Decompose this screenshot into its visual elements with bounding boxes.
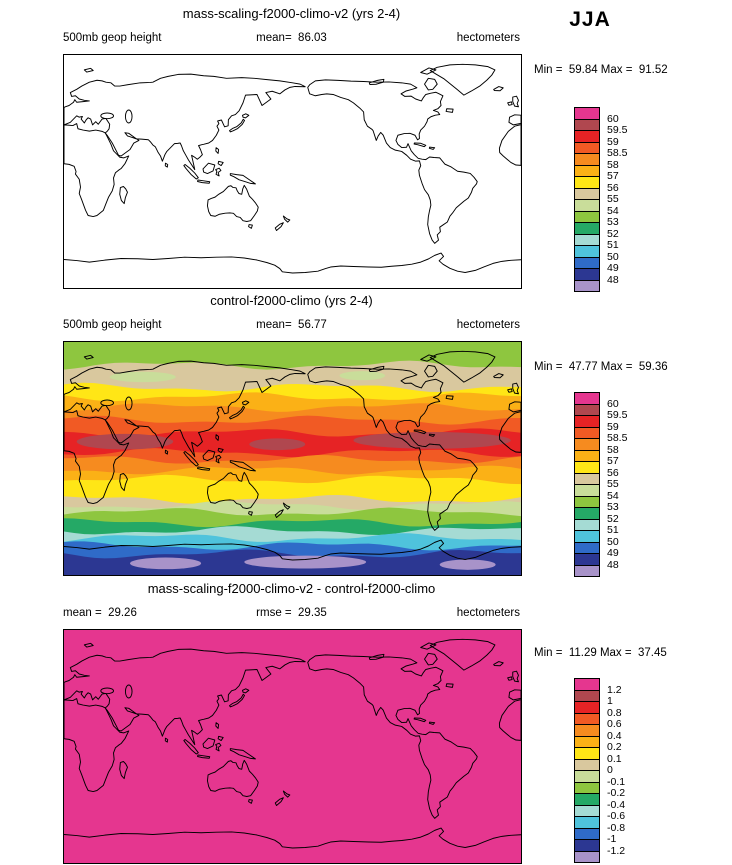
colorbar-tick-label: 56: [607, 466, 619, 479]
panel1-mean-label: mean= 86.03: [256, 32, 327, 44]
season-label: JJA: [569, 8, 611, 31]
colorbar-tick-label: 60: [607, 397, 619, 410]
panel1-field-label: 500mb geop height: [63, 32, 162, 44]
colorbar-box: [574, 564, 600, 577]
panel1-title: mass-scaling-f2000-climo-v2 (yrs 2-4): [182, 6, 401, 21]
contour-fill-layer: [64, 55, 521, 288]
contour-fill-layer: [64, 630, 521, 863]
colorbar-tick-label: 57: [607, 455, 619, 467]
colorbar-tick-label: 56: [607, 181, 619, 194]
colorbar-tick-label: 0.2: [607, 741, 622, 753]
colorbar-tick-label: 0.1: [607, 752, 622, 765]
colorbar-tick-label: -1: [607, 833, 617, 845]
colorbar-tick-label: -0.8: [607, 821, 626, 834]
colorbar-tick-label: 48: [607, 273, 619, 286]
colorbar-tick-label: -0.1: [607, 775, 626, 788]
colorbar-tick-label: 59: [607, 135, 619, 148]
colorbar-tick-label: 52: [607, 227, 619, 240]
colorbar-tick-label: -0.2: [607, 787, 626, 799]
panel3-colorbar: 1.2 1 0.8 0.6 0.4 0.2 0.1 0 -0.1 -0.2 -0.4 -0.6 -0.8…: [574, 678, 664, 864]
colorbar-tick-label: 48: [607, 558, 619, 571]
panel3-units-label: hectometers: [456, 607, 520, 619]
panel2-subheader: 500mb geop height mean= 56.77 hectometer…: [63, 319, 520, 333]
panel3-mean-label: mean = 29.26: [63, 607, 137, 619]
colorbar-tick-label: 51: [607, 524, 619, 536]
colorbar-tick-label: 59.5: [607, 409, 628, 421]
colorbar-tick-label: 0: [607, 764, 613, 776]
contour-blob: [244, 555, 367, 569]
colorbar-tick-label: 50: [607, 250, 619, 263]
panel3-subheader: mean = 29.26 rmse = 29.35 hectometers: [63, 607, 520, 621]
colorbar-tick-label: 49: [607, 262, 619, 274]
colorbar-tick-label: 1.2: [607, 683, 622, 696]
colorbar-tick-label: 59: [607, 420, 619, 433]
colorbar-tick-label: 51: [607, 239, 619, 251]
panel3-minmax-label: Min = 11.29 Max = 37.45: [534, 647, 667, 659]
colorbar-tick-label: -1.2: [607, 844, 626, 857]
colorbar-tick-label: 57: [607, 170, 619, 182]
colorbar-tick-label: 53: [607, 501, 619, 513]
colorbar-tick-label: 0.4: [607, 729, 622, 742]
colorbar-tick-label: 58: [607, 158, 619, 171]
panel2-units-label: hectometers: [456, 319, 520, 331]
colorbar-tick-label: 49: [607, 547, 619, 559]
contour-fill-layer: [64, 342, 521, 575]
colorbar-tick-label: 54: [607, 489, 619, 502]
panel3-map-canvas: [63, 629, 522, 864]
colorbar-box: [574, 279, 600, 292]
colorbar-tick-label: 58.5: [607, 147, 628, 159]
panel1-subheader: 500mb geop height mean= 86.03 hectometer…: [63, 32, 520, 46]
panel1-units-label: hectometers: [456, 32, 520, 44]
colorbar-tick-label: 60: [607, 112, 619, 125]
colorbar-tick-label: -0.4: [607, 798, 626, 811]
colorbar-box: [574, 850, 600, 863]
colorbar-tick-label: 50: [607, 535, 619, 548]
colorbar-tick-label: 0.6: [607, 718, 622, 730]
panel1-map-canvas: [63, 54, 522, 289]
panel2-colorbar: 60 59.5 59 58.5 58 57 56 55 54 53 52 51 50 49 48: [574, 392, 664, 578]
contour-blob: [249, 438, 306, 451]
contour-blob: [439, 559, 496, 570]
colorbar-tick-label: 59.5: [607, 124, 628, 136]
colorbar-tick-label: 0.8: [607, 706, 622, 719]
contour-blob: [339, 371, 386, 381]
colorbar-tick-label: 55: [607, 478, 619, 490]
panel2-title: control-f2000-climo (yrs 2-4): [210, 293, 373, 308]
colorbar-tick-label: 58: [607, 443, 619, 456]
panel3-title: mass-scaling-f2000-climo-v2 - control-f2…: [147, 581, 436, 596]
contour-blob: [109, 371, 176, 383]
panel2-minmax-label: Min = 47.77 Max = 59.36: [534, 361, 668, 373]
panel2-map-canvas: [63, 341, 522, 576]
colorbar-tick-label: 52: [607, 512, 619, 525]
contour-blob: [76, 433, 174, 450]
colorbar-tick-label: -0.6: [607, 810, 626, 822]
colorbar-tick-label: 55: [607, 193, 619, 205]
panel3-rmse-label: rmse = 29.35: [256, 607, 327, 619]
panel1-colorbar: 60 59.5 59 58.5 58 57 56 55 54 53 52 51 50 49 48: [574, 107, 664, 293]
colorbar-tick-label: 53: [607, 216, 619, 228]
colorbar-tick-label: 58.5: [607, 432, 628, 444]
panel2-field-label: 500mb geop height: [63, 319, 162, 331]
panel1-minmax-label: Min = 59.84 Max = 91.52: [534, 64, 668, 76]
contour-blob: [130, 557, 202, 570]
colorbar-tick-label: 54: [607, 204, 619, 217]
colorbar-tick-label: 1: [607, 695, 613, 707]
panel2-mean-label: mean= 56.77: [256, 319, 327, 331]
